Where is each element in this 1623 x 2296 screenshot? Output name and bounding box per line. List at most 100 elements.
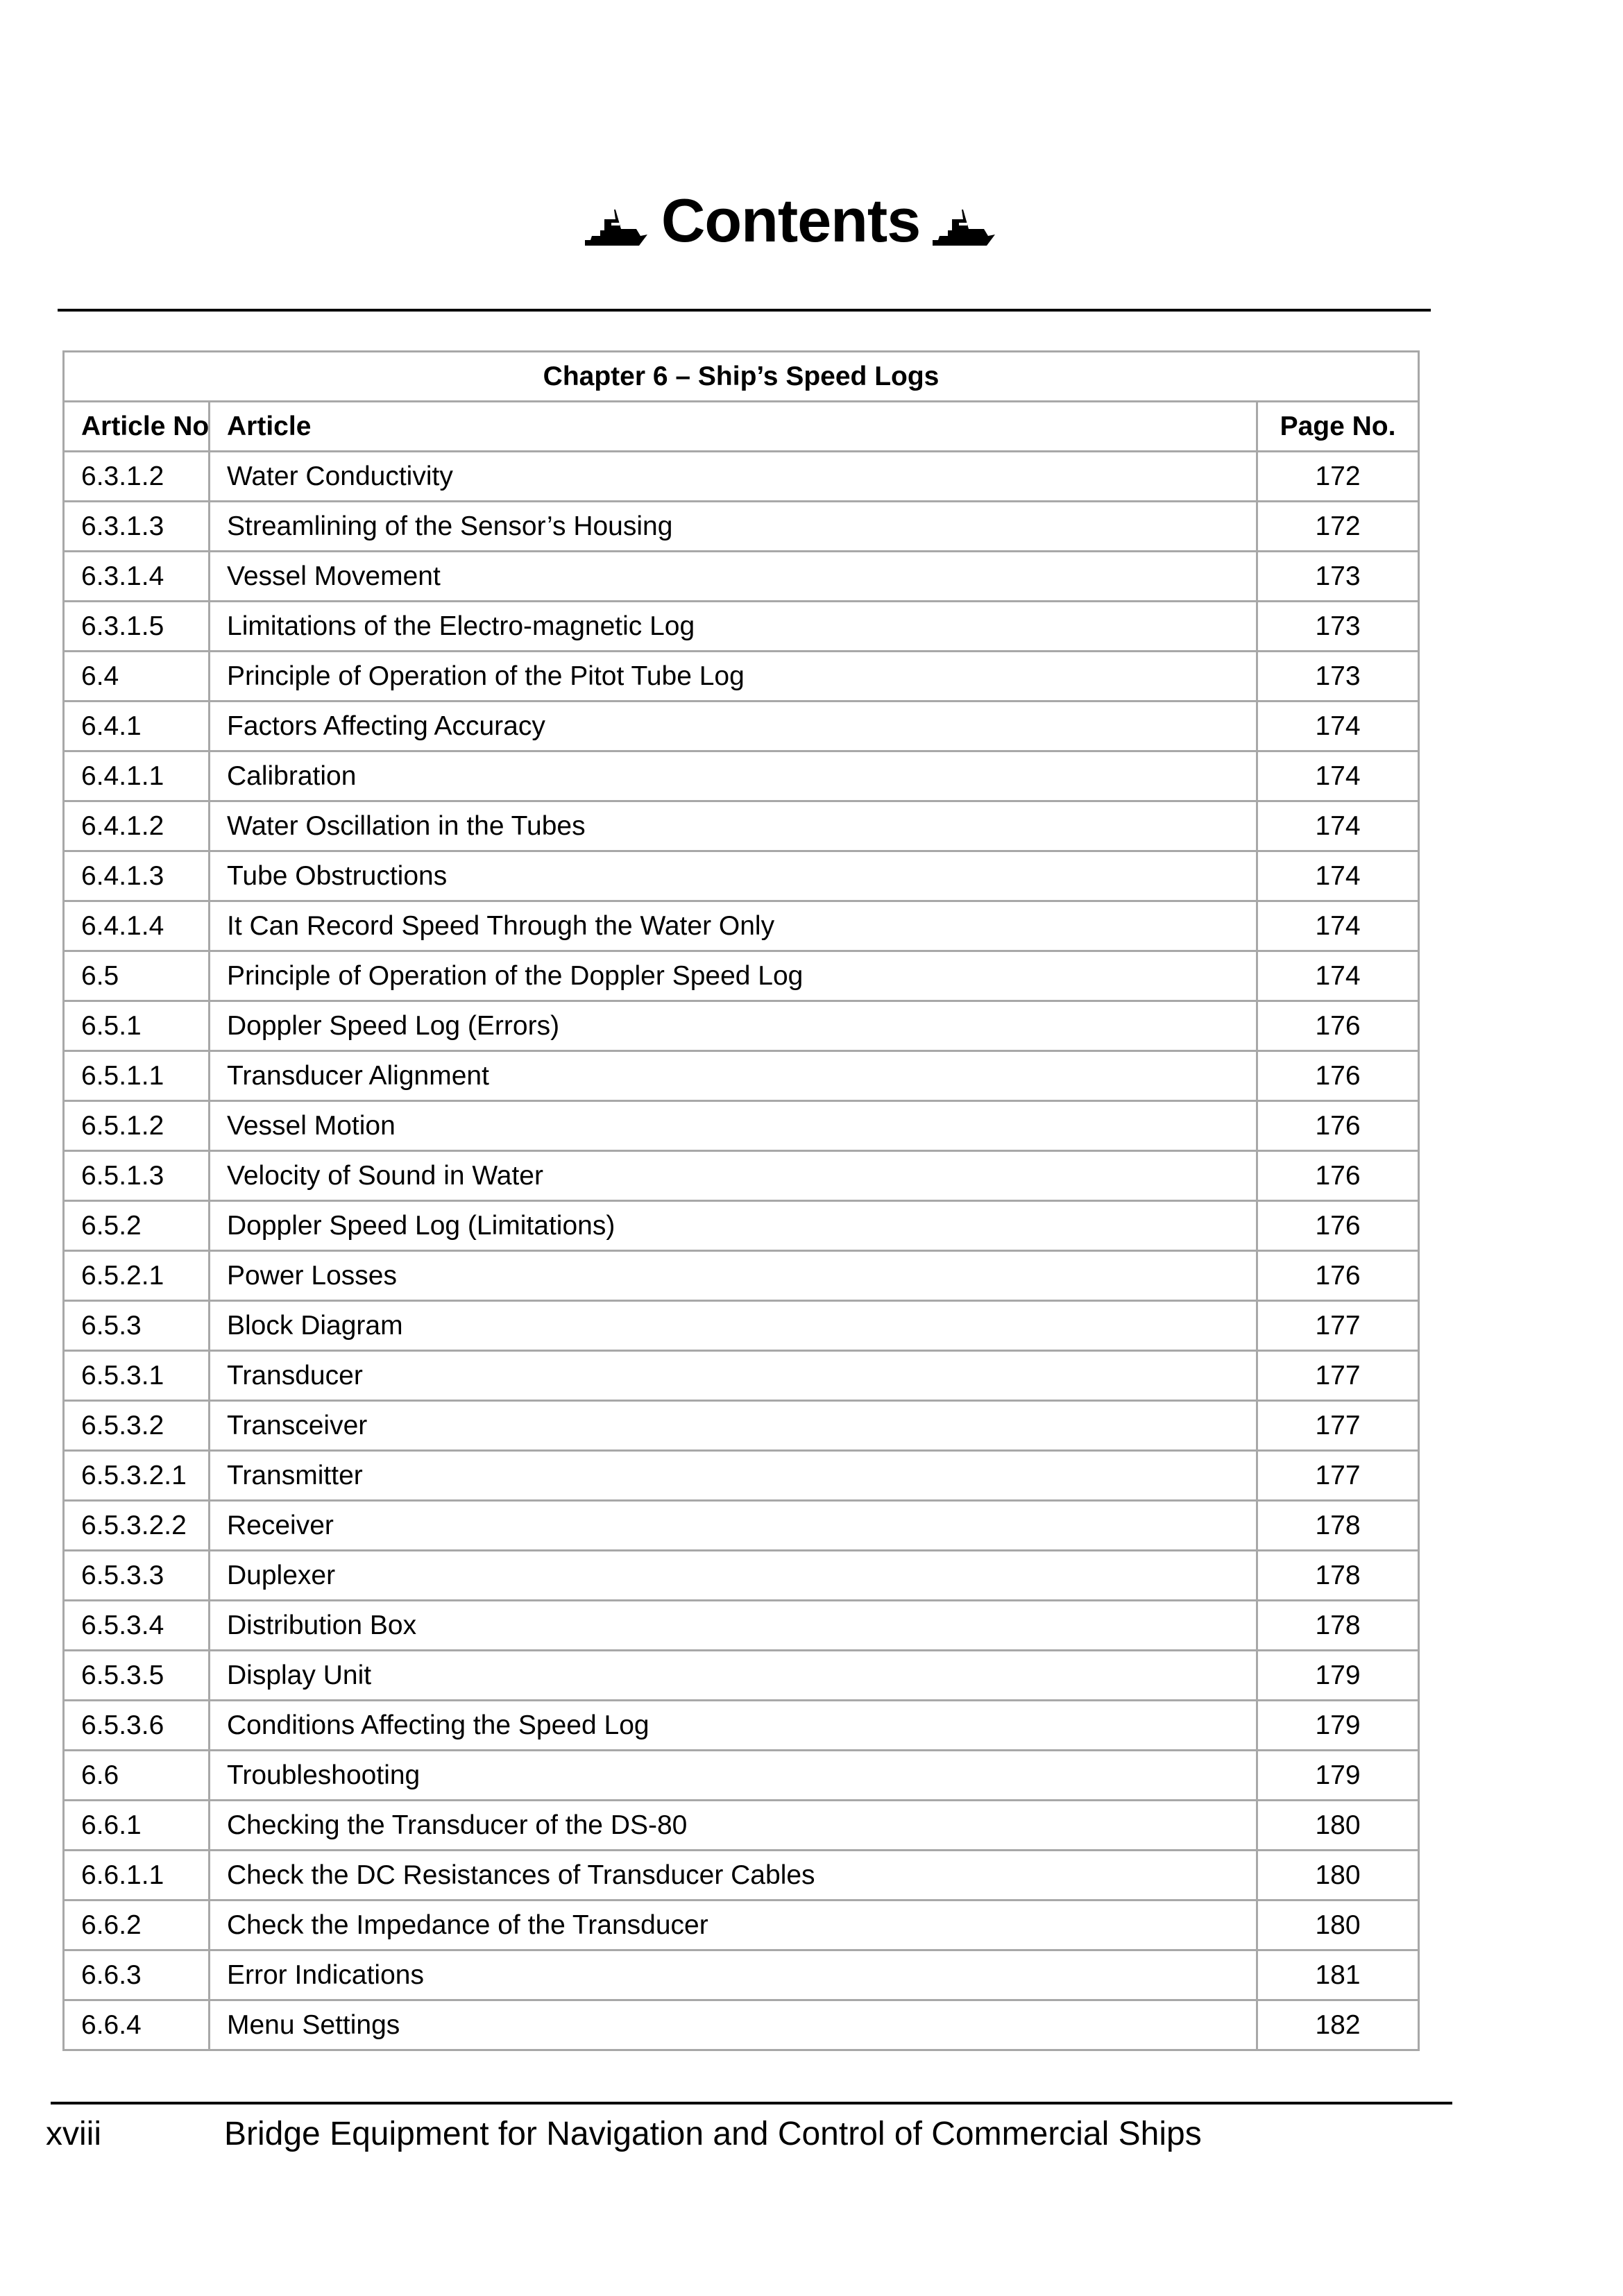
article-title: Vessel Motion (208, 1100, 1258, 1152)
table-row: 6.3.1.4 Vessel Movement 173 (62, 550, 1420, 602)
article-title: Transducer (208, 1350, 1258, 1402)
article-title: Streamlining of the Sensor’s Housing (208, 500, 1258, 552)
article-title: Principle of Operation of the Pitot Tube… (208, 650, 1258, 702)
article-title: Check the DC Resistances of Transducer C… (208, 1849, 1258, 1901)
page-number: 178 (1255, 1549, 1420, 1601)
table-row: 6.4.1.3 Tube Obstructions 174 (62, 850, 1420, 902)
page-number: 179 (1255, 1749, 1420, 1801)
table-row: 6.3.1.5 Limitations of the Electro-magnet… (62, 600, 1420, 652)
article-title: Transducer Alignment (208, 1050, 1258, 1102)
article-number: 6.5.3 (62, 1300, 210, 1352)
table-row: 6.5.1.1 Transducer Alignment 176 (62, 1050, 1420, 1102)
table-row: 6.6.1 Checking the Transducer of the DS-8… (62, 1799, 1420, 1851)
article-number: 6.5.1.2 (62, 1100, 210, 1152)
column-header-article-no: Article No. (62, 400, 210, 452)
article-number: 6.3.1.3 (62, 500, 210, 552)
article-number: 6.5.1.1 (62, 1050, 210, 1102)
article-title: Tube Obstructions (208, 850, 1258, 902)
article-title: Transmitter (208, 1449, 1258, 1502)
article-title: Limitations of the Electro-magnetic Log (208, 600, 1258, 652)
page-number: 178 (1255, 1599, 1420, 1651)
article-title: Water Conductivity (208, 450, 1258, 502)
article-title: Checking the Transducer of the DS-80 (208, 1799, 1258, 1851)
article-number: 6.5.3.2 (62, 1400, 210, 1452)
article-title: Conditions Affecting the Speed Log (208, 1699, 1258, 1751)
article-number: 6.6.3 (62, 1949, 210, 2001)
article-number: 6.5.3.4 (62, 1599, 210, 1651)
article-title: Menu Settings (208, 1999, 1258, 2051)
article-number: 6.4.1 (62, 700, 210, 752)
page-number: 172 (1255, 500, 1420, 552)
page-number: 173 (1255, 600, 1420, 652)
article-title: Block Diagram (208, 1300, 1258, 1352)
article-number: 6.5.3.2.1 (62, 1449, 210, 1502)
article-title: Vessel Movement (208, 550, 1258, 602)
article-number: 6.6.1 (62, 1799, 210, 1851)
page-number: 176 (1255, 1200, 1420, 1252)
table-row: 6.3.1.3 Streamlining of the Sensor’s Hous… (62, 500, 1420, 552)
table-row: 6.5.3 Block Diagram 177 (62, 1300, 1420, 1352)
article-title: Display Unit (208, 1649, 1258, 1701)
article-title: Power Losses (208, 1250, 1258, 1302)
article-title: Velocity of Sound in Water (208, 1150, 1258, 1202)
page-number: 179 (1255, 1649, 1420, 1701)
table-row: 6.5.1.2 Vessel Motion 176 (62, 1100, 1420, 1152)
page-number: 173 (1255, 550, 1420, 602)
article-title: Error Indications (208, 1949, 1258, 2001)
article-title: Calibration (208, 750, 1258, 802)
article-number: 6.5.1 (62, 1000, 210, 1052)
article-number: 6.6 (62, 1749, 210, 1801)
page-number: 177 (1255, 1350, 1420, 1402)
page-number: 177 (1255, 1400, 1420, 1452)
page-number: 176 (1255, 1250, 1420, 1302)
article-title: Troubleshooting (208, 1749, 1258, 1801)
column-header-row: Article No. Article Page No. (62, 400, 1420, 452)
article-title: Water Oscillation in the Tubes (208, 800, 1258, 852)
table-row: 6.5.3.4 Distribution Box 178 (62, 1599, 1420, 1651)
header-divider (58, 309, 1431, 312)
article-number: 6.4.1.3 (62, 850, 210, 902)
article-number: 6.3.1.5 (62, 600, 210, 652)
table-row: 6.5.3.1 Transducer 177 (62, 1350, 1420, 1402)
page-number: 178 (1255, 1499, 1420, 1551)
article-title: Duplexer (208, 1549, 1258, 1601)
page-number: 174 (1255, 750, 1420, 802)
table-row: 6.6 Troubleshooting 179 (62, 1749, 1420, 1801)
article-number: 6.4.1.1 (62, 750, 210, 802)
article-number: 6.5.3.3 (62, 1549, 210, 1601)
article-number: 6.3.1.2 (62, 450, 210, 502)
article-number: 6.5.3.1 (62, 1350, 210, 1402)
article-title: Factors Affecting Accuracy (208, 700, 1258, 752)
page-number: 180 (1255, 1799, 1420, 1851)
footer-page-number: xviii (46, 2116, 101, 2152)
table-row: 6.4.1.1 Calibration 174 (62, 750, 1420, 802)
footer-divider (51, 2102, 1452, 2104)
table-row: 6.5.3.5 Display Unit 179 (62, 1649, 1420, 1701)
page-number: 174 (1255, 950, 1420, 1002)
article-number: 6.6.2 (62, 1899, 210, 1951)
article-title: Receiver (208, 1499, 1258, 1551)
page-number: 176 (1255, 1050, 1420, 1102)
page-number: 182 (1255, 1999, 1420, 2051)
article-number: 6.4 (62, 650, 210, 702)
article-number: 6.5.3.2.2 (62, 1499, 210, 1551)
page-number: 176 (1255, 1150, 1420, 1202)
article-number: 6.5.1.3 (62, 1150, 210, 1202)
table-row: 6.5.2 Doppler Speed Log (Limitations) 176 (62, 1200, 1420, 1252)
article-title: Check the Impedance of the Transducer (208, 1899, 1258, 1951)
page-number: 174 (1255, 700, 1420, 752)
table-row: 6.5.3.2.1 Transmitter 177 (62, 1449, 1420, 1502)
ship-icon (933, 210, 996, 246)
chapter-row: Chapter 6 – Ship’s Speed Logs (62, 350, 1420, 402)
article-number: 6.6.1.1 (62, 1849, 210, 1901)
table-row: 6.4.1.4 It Can Record Speed Through the W… (62, 900, 1420, 952)
page-title: Contents (661, 186, 921, 255)
column-header-article: Article (208, 400, 1258, 452)
contents-table: Chapter 6 – Ship’s Speed Logs Article No… (62, 350, 1420, 2051)
table-row: 6.5.3.3 Duplexer 178 (62, 1549, 1420, 1601)
page-number: 177 (1255, 1449, 1420, 1502)
table-row: 6.5.3.2.2 Receiver 178 (62, 1499, 1420, 1551)
page-number: 174 (1255, 800, 1420, 852)
table-row: 6.4 Principle of Operation of the Pitot T… (62, 650, 1420, 702)
table-row: 6.5.1.3 Velocity of Sound in Water 176 (62, 1150, 1420, 1202)
